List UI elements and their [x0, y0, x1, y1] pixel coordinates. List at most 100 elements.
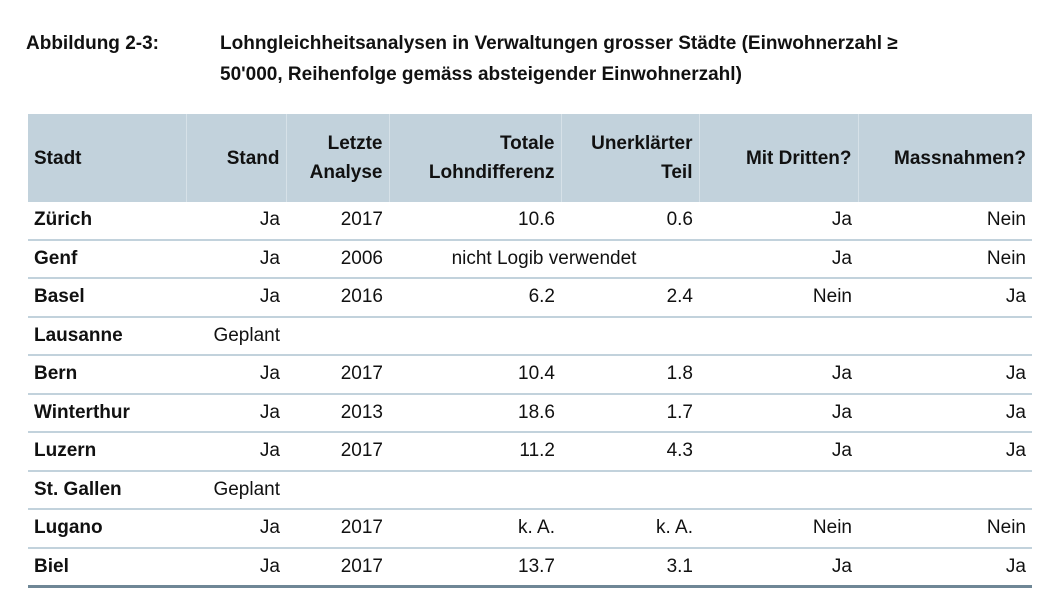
cell-analyse: [286, 470, 389, 510]
header-unerklaerter-teil: Unerklärter Teil: [561, 114, 700, 202]
wage-equality-table: Stadt Stand Letzte Analyse Totale Lohndi…: [28, 114, 1032, 588]
header-massnahmen: Massnahmen?: [858, 114, 1032, 202]
cell-total: [389, 316, 561, 356]
cell-total: 13.7: [389, 547, 561, 588]
cell-stadt: Luzern: [28, 432, 186, 472]
caption-line-2: 50'000, Reihenfolge gemäss absteigender …: [220, 64, 742, 85]
header-unerkl-line-1: Unerklärter: [591, 133, 693, 154]
cell-stadt: Basel: [28, 278, 186, 318]
cell-analyse: 2017: [286, 509, 389, 549]
cell-analyse: 2017: [286, 547, 389, 588]
cell-total: k. A.: [389, 509, 561, 549]
cell-total: 11.2: [389, 432, 561, 472]
cell-teil: [561, 470, 699, 510]
table-row: Lugano Ja 2017 k. A. k. A. Nein Nein: [28, 509, 1032, 549]
cell-massnahmen: Ja: [858, 278, 1032, 318]
cell-teil: 4.3: [561, 432, 699, 472]
cell-teil: 3.1: [561, 547, 699, 588]
cell-stand: Ja: [186, 547, 286, 588]
cell-analyse: 2017: [286, 355, 389, 395]
cell-dritten: Ja: [699, 355, 858, 395]
cell-massnahmen: Ja: [858, 432, 1032, 472]
cell-analyse: 2017: [286, 202, 389, 241]
cell-stand: Ja: [186, 239, 286, 279]
header-letzte-line-1: Letzte: [327, 133, 383, 154]
cell-dritten: Ja: [699, 393, 858, 433]
cell-stadt: Zürich: [28, 202, 186, 241]
table-row: Bern Ja 2017 10.4 1.8 Ja Ja: [28, 355, 1032, 395]
cell-total: 10.4: [389, 355, 561, 395]
table-row: Zürich Ja 2017 10.6 0.6 Ja Nein: [28, 202, 1032, 241]
cell-dritten: Nein: [699, 509, 858, 549]
cell-stand: Ja: [186, 509, 286, 549]
cell-total: 18.6: [389, 393, 561, 433]
cell-massnahmen: [858, 470, 1032, 510]
cell-dritten: Nein: [699, 278, 858, 318]
cell-stand: Ja: [186, 393, 286, 433]
cell-teil: 0.6: [561, 202, 699, 241]
header-letzte-line-2: Analyse: [309, 162, 383, 183]
table-row: Luzern Ja 2017 11.2 4.3 Ja Ja: [28, 432, 1032, 472]
cell-massnahmen: Ja: [858, 355, 1032, 395]
cell-stand: Ja: [186, 202, 286, 241]
cell-stadt: St. Gallen: [28, 470, 186, 510]
cell-dritten: [699, 316, 858, 356]
table-row: Winterthur Ja 2013 18.6 1.7 Ja Ja: [28, 393, 1032, 433]
caption-line-1: Lohngleichheitsanalysen in Verwaltungen …: [220, 33, 898, 54]
cell-teil: 1.8: [561, 355, 699, 395]
cell-stadt: Winterthur: [28, 393, 186, 433]
table-row: Genf Ja 2006 nicht Logib verwendet Ja Ne…: [28, 239, 1032, 279]
cell-stadt: Bern: [28, 355, 186, 395]
header-mit-dritten: Mit Dritten?: [699, 114, 859, 202]
cell-stand: Ja: [186, 278, 286, 318]
table-row: Biel Ja 2017 13.7 3.1 Ja Ja: [28, 547, 1032, 588]
cell-stadt: Genf: [28, 239, 186, 279]
cell-merged-note: nicht Logib verwendet: [389, 239, 699, 279]
cell-total: 6.2: [389, 278, 561, 318]
cell-stadt: Biel: [28, 547, 186, 588]
header-totale-line-1: Totale: [499, 133, 555, 154]
cell-massnahmen: Nein: [858, 202, 1032, 241]
cell-teil: [561, 316, 699, 356]
cell-dritten: Ja: [699, 432, 858, 472]
cell-dritten: Ja: [699, 202, 858, 241]
header-stadt: Stadt: [28, 114, 187, 202]
header-unerkl-line-2: Teil: [661, 162, 693, 183]
cell-teil: 2.4: [561, 278, 699, 318]
cell-dritten: Ja: [699, 239, 858, 279]
cell-stand: Ja: [186, 432, 286, 472]
cell-stand: Ja: [186, 355, 286, 395]
cell-dritten: [699, 470, 858, 510]
table-row: Basel Ja 2016 6.2 2.4 Nein Ja: [28, 278, 1032, 318]
table-row: Lausanne Geplant: [28, 316, 1032, 356]
header-row: Stadt Stand Letzte Analyse Totale Lohndi…: [28, 114, 1032, 202]
table-body: Zürich Ja 2017 10.6 0.6 Ja Nein Genf Ja …: [28, 202, 1032, 588]
cell-stand: Geplant: [186, 316, 286, 356]
caption-label: Abbildung 2-3:: [26, 33, 159, 54]
cell-teil: 1.7: [561, 393, 699, 433]
cell-total: 10.6: [389, 202, 561, 241]
cell-analyse: 2016: [286, 278, 389, 318]
table-header: Stadt Stand Letzte Analyse Totale Lohndi…: [28, 114, 1032, 202]
cell-stand: Geplant: [186, 470, 286, 510]
cell-total: [389, 470, 561, 510]
cell-massnahmen: Ja: [858, 547, 1032, 588]
cell-analyse: [286, 316, 389, 356]
cell-massnahmen: Nein: [858, 509, 1032, 549]
cell-dritten: Ja: [699, 547, 858, 588]
header-totale-lohndifferenz: Totale Lohndifferenz: [389, 114, 562, 202]
cell-teil: k. A.: [561, 509, 699, 549]
caption-text: Lohngleichheitsanalysen in Verwaltungen …: [220, 28, 1020, 90]
cell-massnahmen: Nein: [858, 239, 1032, 279]
cell-stadt: Lugano: [28, 509, 186, 549]
cell-massnahmen: [858, 316, 1032, 356]
header-letzte-analyse: Letzte Analyse: [286, 114, 390, 202]
cell-stadt: Lausanne: [28, 316, 186, 356]
header-totale-line-2: Lohndifferenz: [428, 162, 555, 183]
header-stand: Stand: [186, 114, 287, 202]
cell-analyse: 2013: [286, 393, 389, 433]
cell-massnahmen: Ja: [858, 393, 1032, 433]
cell-analyse: 2006: [286, 239, 389, 279]
table-row: St. Gallen Geplant: [28, 470, 1032, 510]
cell-analyse: 2017: [286, 432, 389, 472]
